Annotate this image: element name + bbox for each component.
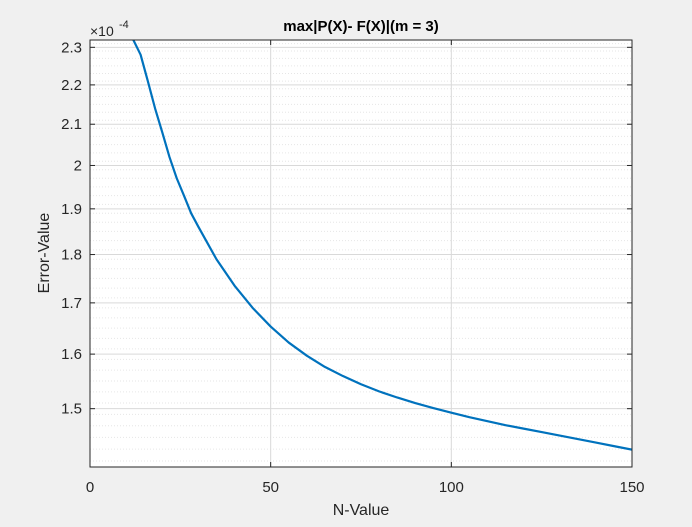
tick-labels: 0 50 100 150 1.5 1.6 1.7 1.8 1.9 2 2.1 2.2 2.3 bbox=[61, 39, 644, 496]
y-exponent-power: -4 bbox=[119, 19, 129, 31]
minor-grid bbox=[90, 43, 632, 462]
x-tick-label: 50 bbox=[262, 479, 279, 496]
x-tick-label: 100 bbox=[439, 479, 464, 496]
plot-area bbox=[90, 40, 632, 467]
y-tick-label: 1.8 bbox=[61, 247, 82, 264]
y-exponent-base: ×10 bbox=[90, 23, 114, 39]
x-axis-label: N-Value bbox=[333, 502, 390, 519]
y-tick-label: 2 bbox=[74, 157, 82, 174]
y-tick-label: 1.5 bbox=[61, 401, 82, 418]
chart-title: max|P(X)- F(X)|(m = 3) bbox=[283, 18, 439, 35]
x-tick-label: 0 bbox=[86, 479, 94, 496]
y-tick-label: 2.3 bbox=[61, 39, 82, 56]
major-grid bbox=[90, 40, 632, 467]
y-tick-label: 1.9 bbox=[61, 201, 82, 218]
axes-box bbox=[89, 39, 633, 468]
y-tick-label: 1.7 bbox=[61, 295, 82, 312]
y-tick-label: 2.2 bbox=[61, 77, 82, 94]
y-tick-label: 1.6 bbox=[61, 346, 82, 363]
series-line bbox=[132, 40, 632, 451]
series-layer bbox=[132, 40, 632, 451]
ticks bbox=[89, 40, 633, 467]
y-tick-label: 2.1 bbox=[61, 116, 82, 133]
x-tick-label: 150 bbox=[619, 479, 644, 496]
y-axis-label: Error-Value bbox=[36, 213, 53, 294]
